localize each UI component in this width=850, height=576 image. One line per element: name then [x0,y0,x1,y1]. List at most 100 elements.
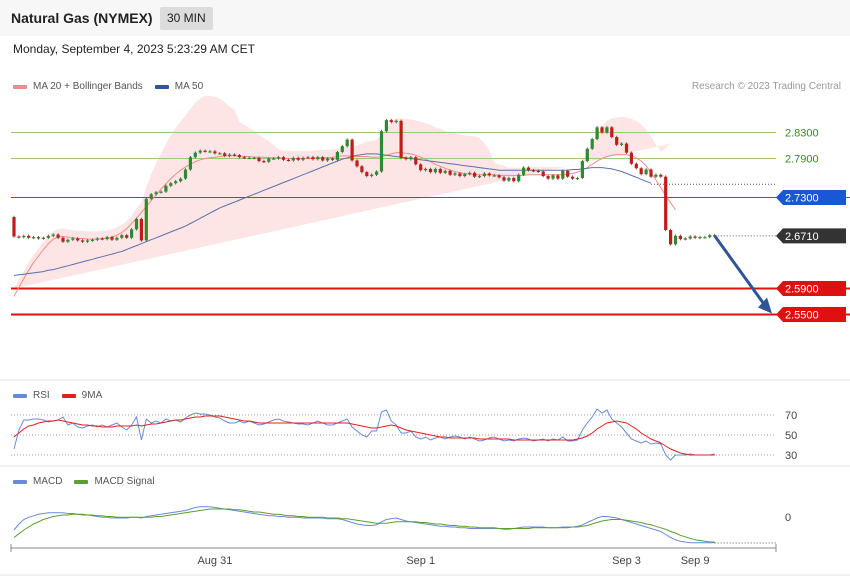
level-label-5: 2.5500 [785,310,819,322]
candle-body-128 [639,168,643,175]
level-box-3 [776,228,846,244]
legend-swatch-macd-signal [74,479,89,484]
candle-body-88 [443,170,447,173]
candle-body-66 [335,152,339,160]
research-credit: Research © 2023 Trading Central [691,81,841,92]
timeframe-badge[interactable]: 30 MIN [160,7,213,30]
candle-body-56 [286,159,290,161]
rsi-level-label-0: 70 [785,410,797,422]
candle-body-21 [115,237,119,240]
candle-body-19 [105,237,109,240]
candle-body-34 [179,178,183,182]
legend-item-rsi: RSI [13,390,50,401]
candle-body-141 [703,237,707,239]
candle-body-116 [580,161,584,178]
candle-body-93 [468,172,472,175]
candle-body-97 [487,173,491,176]
price-legend: MA 20 + Bollinger Bands MA 50 [13,81,215,92]
candle-body-95 [477,176,482,178]
candle-body-30 [159,191,163,193]
candle-body-16 [90,239,94,241]
candle-body-124 [620,143,624,145]
candle-body-86 [433,168,437,173]
candle-body-127 [634,163,638,169]
candle-body-121 [605,127,609,133]
legend-swatch-ma20 [13,84,27,89]
candle-body-139 [693,236,697,238]
candle-body-2 [22,235,26,238]
candle-body-1 [17,236,21,238]
moving-averages [13,152,676,297]
candle-body-138 [688,236,692,239]
candle-body-75 [379,131,384,172]
candle-body-61 [311,157,315,160]
candle-body-129 [644,169,648,175]
candle-body-71 [360,166,364,173]
candle-body-67 [340,146,344,152]
candle-body-32 [169,183,173,186]
candle-body-36 [188,157,192,170]
legend-item-macd: MACD [13,476,62,487]
candle-body-58 [296,157,300,160]
bollinger-band-area [14,95,676,289]
candle-body-44 [228,154,232,156]
candle-body-42 [218,153,222,155]
candle-body-6 [41,237,45,239]
candle-body-123 [615,137,619,145]
candle-body-12 [71,238,75,240]
candle-body-92 [463,174,467,177]
candle-body-70 [355,160,359,167]
rsi-legend: RSI 9MA [13,390,114,401]
candle-body-11 [66,239,70,242]
legend-item-ma50: MA 50 [154,81,203,92]
candle-body-49 [252,157,256,160]
candle-body-114 [571,176,575,179]
candle-body-3 [27,235,31,238]
candle-body-24 [130,229,134,238]
candle-body-22 [120,235,124,238]
rsi-panel: 70 50 30 [11,408,797,462]
candle-body-110 [551,175,555,179]
price-levels: 2.8300 2.7900 2.7300 2.6710 2.5900 2.5500 [11,128,850,322]
candle-body-115 [575,178,580,180]
candle-body-103 [517,174,521,182]
candle-body-100 [502,177,506,181]
legend-item-macd-signal: MACD Signal [74,476,154,487]
macd-panel: 0 [13,506,791,544]
candle-body-73 [370,174,374,177]
candle-body-113 [566,170,570,177]
candle-body-41 [213,151,217,154]
candle-body-31 [164,185,168,192]
candle-body-82 [414,157,418,165]
candle-body-99 [497,175,501,178]
candle-body-83 [419,164,423,171]
bollinger-bands [14,95,676,289]
ma20-line [13,152,676,297]
candle-body-63 [321,157,325,161]
candle-body-60 [306,157,310,159]
candle-body-8 [51,234,55,236]
candle-body-120 [600,127,604,133]
candle-body-108 [541,171,545,177]
projection-arrow-head [758,297,772,314]
level-label-0: 2.8300 [785,128,819,140]
timestamp: Monday, September 4, 2023 5:23:29 AM CET [13,42,255,56]
candle-body-17 [95,238,99,240]
legend-label-rsi-ma: 9MA [81,390,103,401]
candle-body-84 [424,168,428,171]
candle-body-64 [326,158,330,161]
candle-body-142 [708,235,712,238]
candle-body-65 [330,158,335,160]
candle-body-98 [492,175,496,177]
candle-body-10 [61,237,65,242]
candle-body-89 [448,170,452,175]
candle-body-68 [345,139,349,147]
candle-body-29 [154,192,158,195]
candle-body-18 [100,238,104,240]
candle-body-37 [193,152,197,158]
level-label-2: 2.7300 [785,193,819,205]
candle-body-140 [698,237,702,239]
macd-legend: MACD MACD Signal [13,476,166,487]
candle-body-87 [438,168,442,173]
